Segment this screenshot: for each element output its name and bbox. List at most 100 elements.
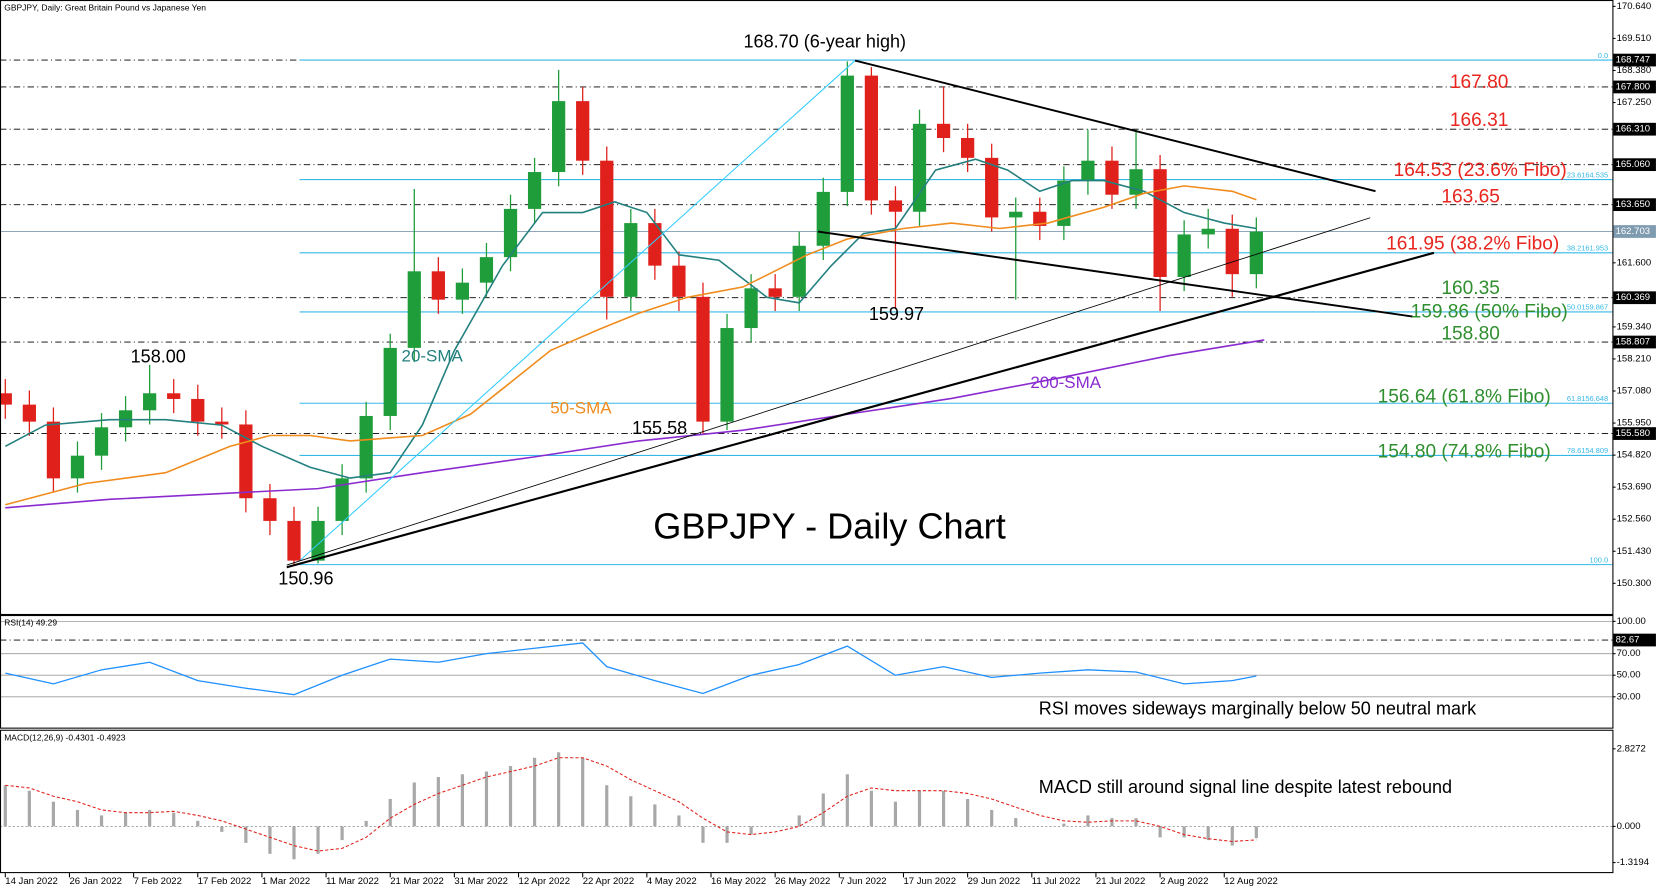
candle-body <box>527 172 542 209</box>
candle-body <box>1201 228 1215 235</box>
macd-bar <box>3 785 7 827</box>
candle-body <box>263 498 277 521</box>
x-tick-label: 4 May 2022 <box>647 876 697 887</box>
level-box <box>1613 427 1656 440</box>
candle-body <box>335 478 349 521</box>
candle-body <box>359 415 373 479</box>
fibo-label: 38.2161.953 <box>1567 244 1608 253</box>
level-box <box>1613 291 1656 305</box>
level-box <box>1613 633 1656 647</box>
annotation: 158.80 <box>1441 324 1499 345</box>
annotation: 150.96 <box>278 569 333 589</box>
candle-body <box>624 223 638 297</box>
x-tick-label: 2 Aug 2022 <box>1160 876 1208 887</box>
macd-bar <box>196 820 200 827</box>
macd-bar <box>653 804 657 827</box>
x-tick-label: 16 May 2022 <box>711 876 766 887</box>
y-tick-label: 153.690 <box>1617 482 1652 493</box>
current-price-box <box>1613 225 1656 238</box>
candle-body <box>1105 160 1119 195</box>
macd-bar <box>484 771 489 827</box>
frames <box>0 0 1614 874</box>
candle-body <box>455 282 470 300</box>
macd-bar <box>1182 826 1186 838</box>
macd-bar <box>292 826 296 860</box>
level-label: 167.800 <box>1616 81 1651 92</box>
y-tick-label: 154.820 <box>1617 450 1652 461</box>
macd-bar <box>725 826 729 843</box>
annotation: 167.80 <box>1450 72 1508 93</box>
candle-body <box>143 393 157 411</box>
x-tick-label: 31 Mar 2022 <box>454 876 508 887</box>
candle-body <box>792 245 806 297</box>
level-label: 82.67 <box>1616 635 1640 646</box>
y-tick-label: 70.00 <box>1617 648 1641 659</box>
candle-body <box>118 410 133 428</box>
macd-bar <box>581 757 585 827</box>
macd-bar <box>99 815 104 827</box>
rsi-note: RSI moves sideways marginally below 50 n… <box>1039 698 1477 718</box>
macd-bar <box>508 766 513 827</box>
y-tick-label: 150.300 <box>1617 578 1652 589</box>
macd-bar <box>1206 826 1210 841</box>
marks-layer <box>0 61 1265 860</box>
macd-bar <box>1230 826 1234 846</box>
macd-bar <box>557 752 561 827</box>
annotation: 159.97 <box>869 304 924 324</box>
fibo-label: 78.6154.809 <box>1567 446 1608 455</box>
candle-body <box>648 223 662 266</box>
x-tick-label: 17 Jun 2022 <box>903 876 956 887</box>
candle-body <box>936 123 951 139</box>
candle-body <box>1249 231 1263 275</box>
macd-bar <box>605 785 609 827</box>
x-tick-label: 12 Apr 2022 <box>519 876 571 887</box>
lower-triangle-line <box>817 230 1413 318</box>
candle-body <box>1177 234 1191 277</box>
level-box <box>1613 335 1656 349</box>
annotation: 155.58 <box>632 418 687 438</box>
sma-label: 50-SMA <box>550 398 612 417</box>
fibo-label: 23.6164.535 <box>1567 170 1608 179</box>
level-box <box>1613 80 1656 94</box>
macd-frame <box>0 729 1614 874</box>
annotation: 160.35 <box>1441 278 1499 299</box>
level-label: 163.650 <box>1616 199 1651 210</box>
macd-bar <box>123 812 128 827</box>
macd-bar <box>966 798 970 827</box>
candle-body <box>985 157 999 218</box>
macd-bar <box>460 774 464 827</box>
candle-body <box>720 328 734 422</box>
level-box <box>1613 53 1656 67</box>
candle-body <box>503 208 518 258</box>
candle-body <box>552 101 566 173</box>
candle-body <box>840 75 854 192</box>
candle-body <box>816 191 830 246</box>
candle-body <box>912 123 927 212</box>
support-trendline <box>286 251 1435 569</box>
channel-trendline <box>286 217 1371 566</box>
x-tick-label: 29 Jun 2022 <box>968 876 1021 887</box>
macd-bar <box>148 809 152 827</box>
trendlines <box>286 59 1435 569</box>
annotation: 166.31 <box>1450 110 1508 131</box>
candle-body <box>576 101 590 161</box>
candle-body <box>431 271 445 300</box>
sma-line <box>4 158 1257 479</box>
candle-body <box>1081 160 1095 181</box>
x-tick-label: 1 Mar 2022 <box>262 876 310 887</box>
y-tick-label: 0.000 <box>1617 821 1641 832</box>
level-label: 165.060 <box>1616 159 1651 170</box>
y-tick-label: 168.380 <box>1617 65 1652 76</box>
macd-bar <box>1062 823 1066 827</box>
macd-bar <box>1254 826 1258 839</box>
y-tick-label: 151.430 <box>1617 546 1652 557</box>
candle-body <box>46 421 61 479</box>
candle-body <box>479 257 494 283</box>
y-tick-label: 50.00 <box>1617 670 1641 681</box>
y-tick-label: 159.340 <box>1617 321 1652 332</box>
sma-line <box>5 339 1265 509</box>
candle-body <box>383 347 397 416</box>
back-layer <box>0 59 1613 827</box>
